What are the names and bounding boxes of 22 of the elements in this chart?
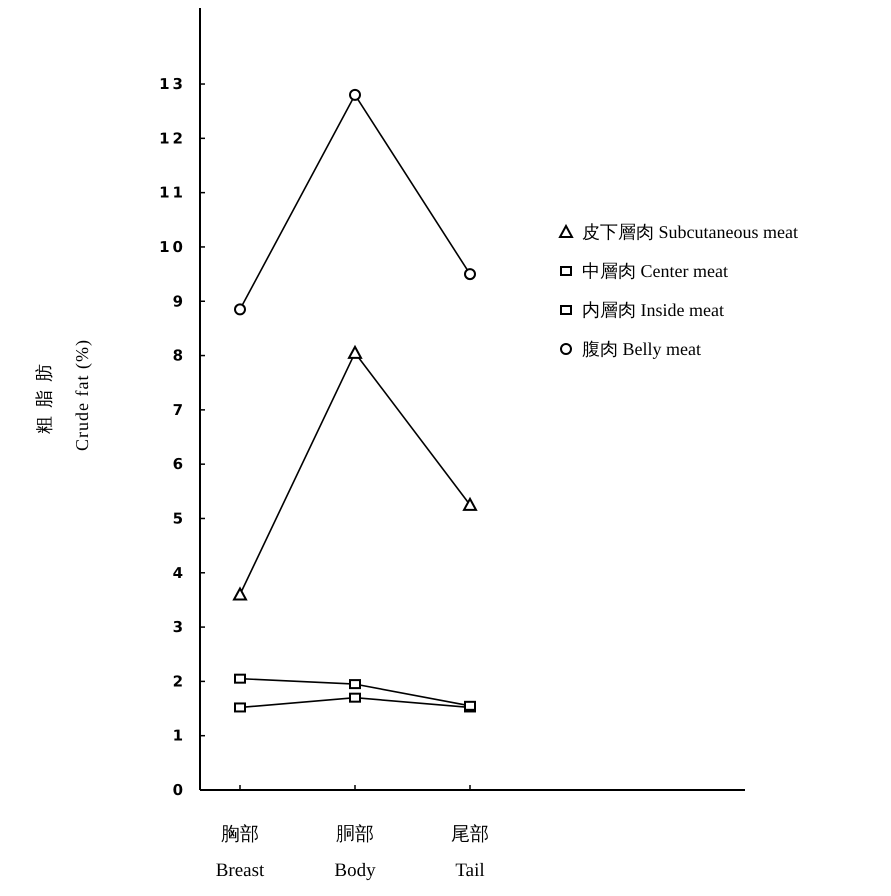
legend-label: 内層肉 Inside meat (582, 300, 724, 320)
legend-label: 腹肉 Belly meat (582, 339, 701, 359)
x-tick-label: 尾部 Tail (451, 823, 489, 881)
y-tick-label: 9 (172, 292, 186, 310)
y-tick-label: 13 (159, 75, 186, 94)
y-tick-label: 4 (172, 564, 186, 582)
y-tick-label: 3 (172, 618, 186, 636)
y-tick-label: 1 (172, 726, 186, 745)
x-tick-label: 胴部 Body (334, 823, 376, 881)
y-tick-label: 6 (172, 455, 186, 474)
y-tick-label: 8 (172, 346, 186, 365)
legend-label: 中層肉 Center meat (582, 261, 728, 281)
y-tick-label: 2 (172, 672, 186, 690)
y-tick-label: 7 (172, 400, 186, 419)
y-tick-label: 10 (159, 238, 186, 256)
y-tick-label: 5 (172, 509, 186, 528)
y-axis-title: 粗脂肪 Crude fat (%) (34, 339, 92, 451)
y-tick-label: 0 (172, 781, 186, 799)
x-tick-label: 胸部 Breast (216, 823, 265, 881)
y-tick-label: 12 (159, 129, 186, 148)
y-tick-label: 11 (159, 184, 186, 202)
legend-label: 皮下層肉 Subcutaneous meat (582, 222, 798, 242)
